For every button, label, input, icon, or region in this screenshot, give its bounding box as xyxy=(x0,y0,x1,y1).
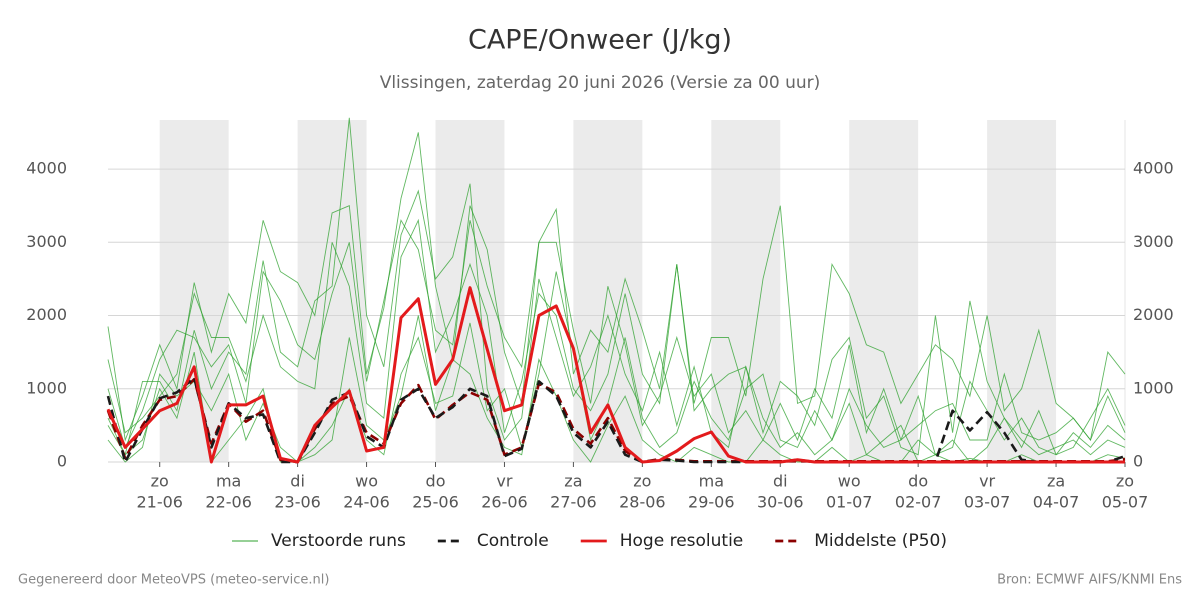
y-tick-label: 1000 xyxy=(26,378,67,397)
legend-label: Middelste (P50) xyxy=(814,531,947,551)
x-tick-label: wo xyxy=(838,472,861,491)
x-tick-label: za xyxy=(1047,472,1065,491)
day-band xyxy=(711,120,781,462)
y2-tick-label: 3000 xyxy=(1133,232,1174,251)
x-tick-label: do xyxy=(426,472,446,491)
series-line xyxy=(106,286,1125,464)
x-tick-date: 27-06 xyxy=(550,493,597,512)
x-tick-label: ma xyxy=(216,472,241,491)
legend-label: Controle xyxy=(477,531,549,551)
chart-subtitle: Vlissingen, zaterdag 20 juni 2026 (Versi… xyxy=(380,73,821,93)
y-tick-label: 0 xyxy=(57,452,67,471)
x-tick-label: zo xyxy=(633,472,651,491)
y-tick-label: 2000 xyxy=(26,305,67,324)
y2-tick-label: 4000 xyxy=(1133,159,1174,178)
x-tick-date: 23-06 xyxy=(274,493,321,512)
day-band xyxy=(573,120,643,462)
x-tick-date: 26-06 xyxy=(481,493,528,512)
x-tick-date: 25-06 xyxy=(412,493,459,512)
x-tick-date: 28-06 xyxy=(619,493,666,512)
x-tick-date: 22-06 xyxy=(205,493,252,512)
x-tick-label: zo xyxy=(151,472,169,491)
x-tick-label: zo xyxy=(1116,472,1134,491)
x-tick-date: 21-06 xyxy=(136,493,183,512)
x-tick-label: za xyxy=(564,472,582,491)
x-tick-label: ma xyxy=(699,472,724,491)
x-tick-date: 05-07 xyxy=(1102,493,1149,512)
x-tick-date: 01-07 xyxy=(826,493,873,512)
series-line xyxy=(106,376,1126,464)
x-tick-date: 24-06 xyxy=(343,493,390,512)
ensemble-line xyxy=(107,219,1126,449)
y-tick-label: 3000 xyxy=(26,232,67,251)
y2-tick-label: 1000 xyxy=(1133,378,1174,397)
x-tick-date: 29-06 xyxy=(688,493,735,512)
x-tick-label: do xyxy=(908,472,928,491)
x-tick-date: 02-07 xyxy=(895,493,942,512)
x-tick-label: wo xyxy=(355,472,378,491)
day-band xyxy=(987,120,1057,462)
y-tick-label: 4000 xyxy=(26,159,67,178)
footer-left: Gegenereerd door MeteoVPS (meteo-service… xyxy=(18,573,329,588)
x-tick-label: vr xyxy=(496,472,512,491)
x-tick-label: vr xyxy=(979,472,995,491)
x-tick-date: 30-06 xyxy=(757,493,804,512)
x-tick-date: 03-07 xyxy=(964,493,1011,512)
y2-tick-label: 0 xyxy=(1133,452,1143,471)
ensemble-line xyxy=(107,218,1126,456)
chart-title: CAPE/Onweer (J/kg) xyxy=(468,25,732,56)
ensemble-line xyxy=(107,117,1126,456)
x-tick-label: di xyxy=(290,472,305,491)
x-tick-date: 04-07 xyxy=(1033,493,1080,512)
legend-label: Hoge resolutie xyxy=(620,531,744,551)
x-tick-label: di xyxy=(773,472,788,491)
day-band xyxy=(159,120,229,462)
footer-right: Bron: ECMWF AIFS/KNMI Ens xyxy=(997,573,1182,588)
y2-tick-label: 2000 xyxy=(1133,305,1174,324)
legend-label: Verstoorde runs xyxy=(271,531,406,551)
